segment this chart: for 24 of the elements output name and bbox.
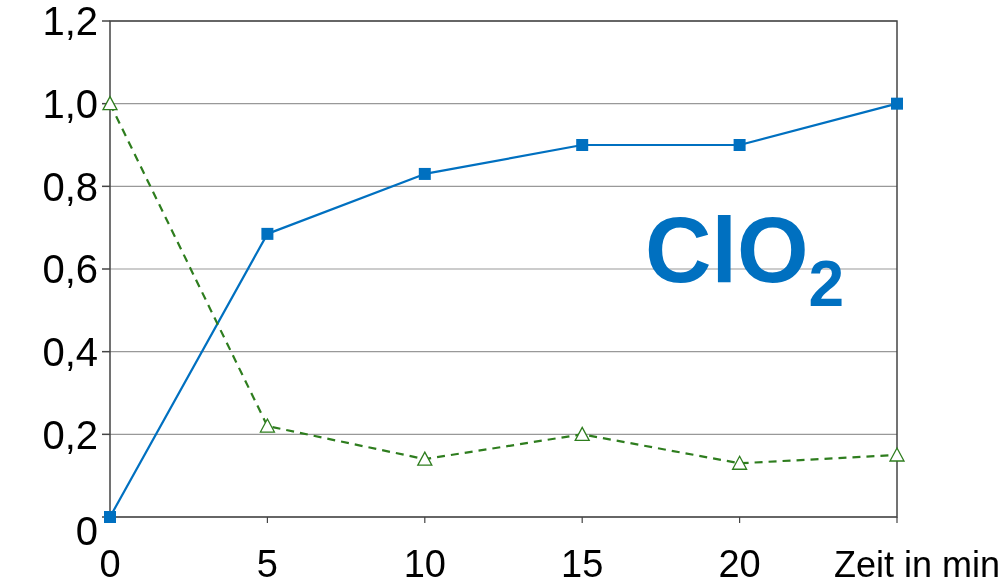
point	[891, 97, 903, 110]
y-tick-label: 0,2	[42, 412, 98, 457]
point	[731, 455, 748, 470]
point	[733, 139, 746, 151]
point	[259, 418, 276, 433]
point	[418, 167, 431, 180]
x-axis-title: Zeit in min	[833, 544, 1000, 583]
point	[261, 227, 274, 240]
point	[576, 139, 589, 151]
x-tick-label: 15	[561, 543, 604, 583]
x-tick-label: 20	[718, 543, 761, 583]
y-tick-label: 0,6	[42, 247, 98, 292]
point	[417, 451, 433, 466]
point	[889, 447, 905, 462]
x-tick-label: 10	[403, 543, 446, 583]
point	[574, 426, 590, 441]
annotation: ClO$_{2}$	[645, 199, 845, 321]
point	[104, 511, 116, 523]
x-tick-label: 5	[256, 543, 278, 583]
y-tick-label: 0	[75, 509, 98, 553]
y-tick-label: 0,4	[42, 330, 98, 375]
y-tick-label: 1,0	[42, 82, 98, 127]
y-tick-label: 0,8	[42, 164, 98, 209]
y-tick-label: 1,2	[42, 0, 98, 44]
